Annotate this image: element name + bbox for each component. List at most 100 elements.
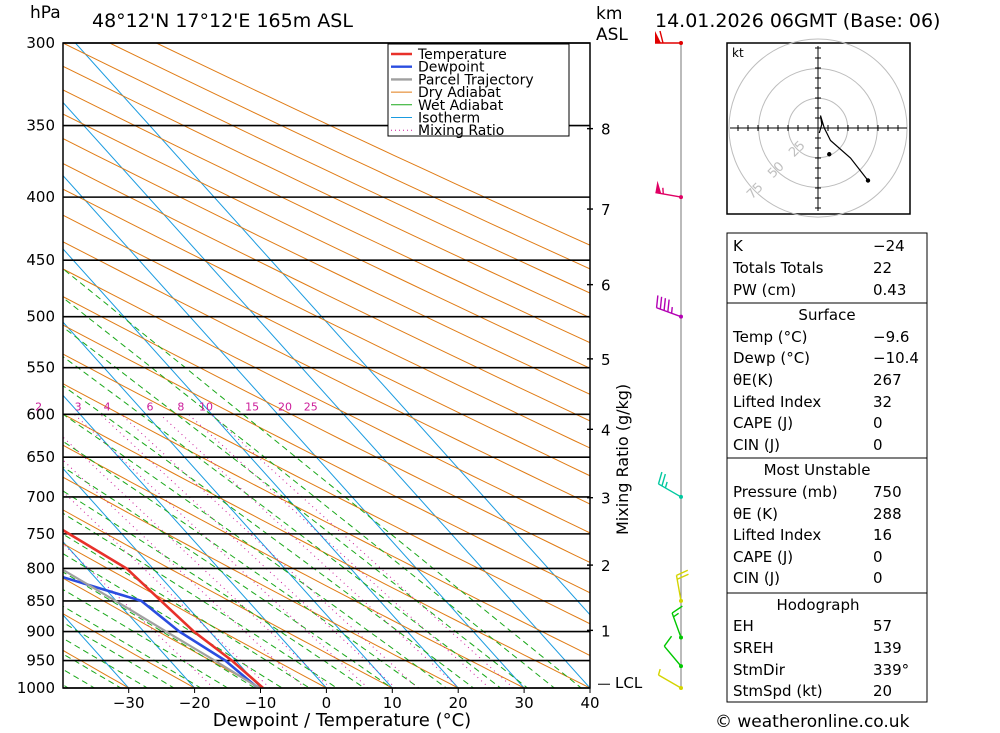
mu-cape-value: 0 — [873, 548, 883, 566]
hodograph-trace — [818, 115, 869, 181]
surface-cin-label: CIN (J) — [733, 436, 780, 454]
legend-item-parcel-trajectory: Parcel Trajectory — [418, 72, 534, 88]
legend-box — [387, 43, 570, 137]
mixing-ratio-line — [120, 413, 419, 688]
surface-theta-value: 267 — [873, 371, 902, 389]
hodograph-ring — [728, 38, 908, 218]
dry-adiabat-line — [63, 509, 394, 688]
dry-adiabat-line — [63, 89, 590, 344]
mixing-ratio-label: 25 — [304, 400, 318, 413]
legend-item-wet-adiabat: Wet Adiabat — [418, 98, 504, 114]
pressure-tick-400: 400 — [26, 188, 55, 206]
k-index-value: −24 — [873, 237, 905, 255]
wind-barb-flag — [657, 471, 663, 485]
hodograph-storm-dot — [827, 152, 832, 157]
wet-adiabat-line — [63, 490, 366, 688]
totals-label: Totals Totals — [732, 259, 824, 277]
wet-adiabat-line — [63, 297, 556, 688]
wind-barb-dot — [679, 686, 683, 690]
hodograph-unit-label: kt — [732, 46, 744, 60]
legend-item-temperature: Temperature — [417, 47, 507, 63]
surface-li-value: 32 — [873, 393, 892, 411]
wind-barb — [663, 635, 683, 669]
wind-barb — [655, 180, 683, 200]
surface-theta-label: θE(K) — [733, 371, 773, 389]
x-tick-label: −10 — [245, 694, 277, 712]
pressure-tick-800: 800 — [26, 559, 55, 577]
dewpoint-profile — [63, 575, 259, 688]
surface-title: Surface — [798, 306, 855, 324]
wind-barb-flag — [663, 298, 667, 311]
isotherm-line — [75, 43, 590, 616]
dry-adiabat-line — [63, 163, 590, 422]
mu-li-value: 16 — [873, 526, 892, 544]
pressure-tick-300: 300 — [26, 34, 55, 52]
wind-barb-dot — [679, 664, 683, 669]
km-tick-label: 6 — [601, 277, 611, 295]
wet-adiabat-line — [63, 466, 393, 688]
mu-cape-label: CAPE (J) — [733, 548, 793, 566]
wind-barb-dot — [679, 314, 683, 319]
dry-adiabat-line — [63, 138, 590, 395]
wet-adiabat-line — [63, 605, 202, 688]
pressure-tick-700: 700 — [26, 488, 55, 506]
mixing-ratio-line — [73, 413, 369, 688]
mixing-ratio-line — [210, 413, 514, 688]
k-index-label: K — [733, 237, 744, 255]
km-tick-label: 5 — [601, 351, 611, 369]
wind-barb-flag — [661, 473, 667, 487]
pressure-tick-500: 500 — [26, 308, 55, 326]
wind-barb-flag — [663, 635, 673, 647]
wind-barb-staff — [663, 645, 682, 667]
mixing-ratio-label: 10 — [199, 400, 213, 413]
wind-barb — [657, 471, 683, 499]
wind-barb — [655, 30, 683, 45]
pressure-tick-350: 350 — [26, 117, 55, 135]
pw-label: PW (cm) — [733, 281, 796, 299]
isotherm-line — [63, 394, 327, 688]
wind-barb-half — [673, 612, 679, 618]
x-tick-label: −30 — [113, 694, 145, 712]
mu-li-label: Lifted Index — [733, 526, 821, 544]
surface-li-label: Lifted Index — [733, 393, 821, 411]
wet-adiabat-line — [63, 326, 529, 688]
surface-dewp-value: −10.4 — [873, 349, 919, 367]
pressure-tick-450: 450 — [26, 251, 55, 269]
surface-cin-value: 0 — [873, 436, 883, 454]
mixing-ratio-axis-title: Mixing Ratio (g/kg) — [613, 384, 632, 535]
km-tick-label: 8 — [601, 121, 611, 139]
wet-adiabat-line — [63, 553, 284, 688]
stmspd-value: 20 — [873, 682, 892, 700]
dry-adiabat-line — [63, 577, 262, 688]
stmspd-label: StmSpd (kt) — [733, 682, 823, 700]
surface-dewp-label: Dewp (°C) — [733, 349, 810, 367]
isotherm-line — [63, 321, 393, 688]
temperature-axis: −30 −20 −10 0 10 20 30 40 — [113, 688, 600, 712]
unit-hpa-label: hPa — [30, 3, 61, 23]
mixing-ratio-label: 8 — [177, 400, 184, 413]
wind-barb-staff — [658, 674, 682, 689]
dry-adiabat-line — [63, 476, 460, 688]
legend-item-isotherm: Isotherm — [418, 111, 480, 127]
wind-barb-pennant — [655, 180, 662, 194]
wind-barb-flag — [667, 299, 670, 312]
wind-barb-flag — [659, 30, 664, 44]
wind-barb-flag — [659, 296, 663, 310]
wind-barb-staff — [658, 483, 682, 498]
wind-barb-flag — [655, 295, 659, 308]
parcel-trajectory-profile — [63, 568, 260, 688]
wind-barb-dot — [679, 598, 683, 603]
dry-adiabat-line — [63, 113, 590, 369]
stmdir-label: StmDir — [733, 661, 786, 679]
km-tick-label: 7 — [601, 201, 611, 219]
x-tick-label: 40 — [580, 694, 599, 712]
pressure-tick-600: 600 — [26, 405, 55, 423]
hodograph-end-dot — [865, 178, 871, 183]
legend-item-mixing-ratio: Mixing Ratio — [418, 123, 504, 139]
mu-title: Most Unstable — [764, 461, 871, 479]
wet-adiabat-line — [63, 621, 175, 688]
wind-barb — [675, 569, 689, 603]
wet-adiabat-line — [63, 512, 338, 688]
dry-adiabat-line — [63, 43, 590, 294]
surface-temp-label: Temp (°C) — [732, 328, 807, 346]
